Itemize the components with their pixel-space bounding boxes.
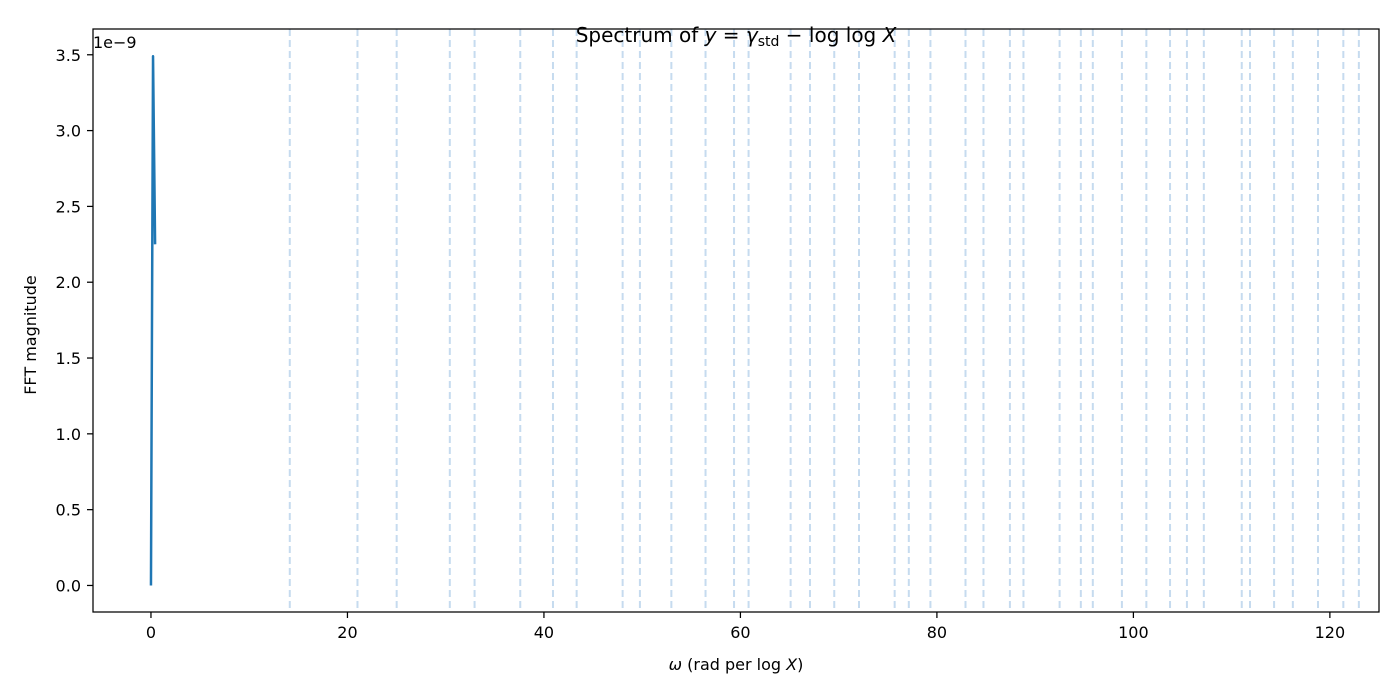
x-tick-label: 0 — [146, 623, 156, 642]
y-tick-label: 0.5 — [56, 501, 81, 520]
y-tick-label: 2.0 — [56, 273, 81, 292]
x-axis: 0 20 40 60 80 100 120 — [146, 612, 1345, 642]
chart-title: Spectrum of y = γstd − log log X — [576, 23, 898, 50]
x-tick-label: 20 — [337, 623, 357, 642]
series-line — [149, 55, 157, 586]
x-tick-label: 40 — [534, 623, 554, 642]
series-layer — [149, 55, 157, 586]
x-tick-label: 100 — [1118, 623, 1149, 642]
y-tick-label: 3.0 — [56, 122, 81, 141]
y-tick-label: 1.5 — [56, 349, 81, 368]
y-tick-label: 2.5 — [56, 197, 81, 216]
x-axis-label: ω (rad per log X) — [669, 655, 804, 674]
y-tick-label: 0.0 — [56, 576, 81, 595]
y-axis-label: FFT magnitude — [21, 275, 40, 395]
y-tick-label: 3.5 — [56, 46, 81, 65]
x-tick-label: 80 — [927, 623, 947, 642]
y-axis: 0.0 0.5 1.0 1.5 2.0 2.5 3.0 3.5 — [56, 46, 93, 595]
y-offset-label: 1e−9 — [93, 33, 137, 52]
y-tick-label: 1.0 — [56, 425, 81, 444]
x-tick-label: 120 — [1315, 623, 1346, 642]
axes-frame — [92, 28, 1380, 613]
reference-lines — [288, 29, 1360, 612]
x-tick-label: 60 — [730, 623, 750, 642]
